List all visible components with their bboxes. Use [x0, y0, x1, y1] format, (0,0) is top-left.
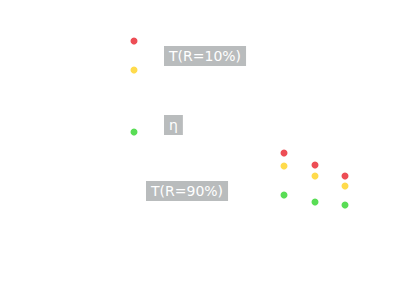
- svg-text:η: η: [169, 117, 178, 133]
- svg-text:T(R=90%): T(R=90%): [150, 183, 223, 199]
- svg-text:T(R=10%): T(R=10%): [168, 48, 241, 64]
